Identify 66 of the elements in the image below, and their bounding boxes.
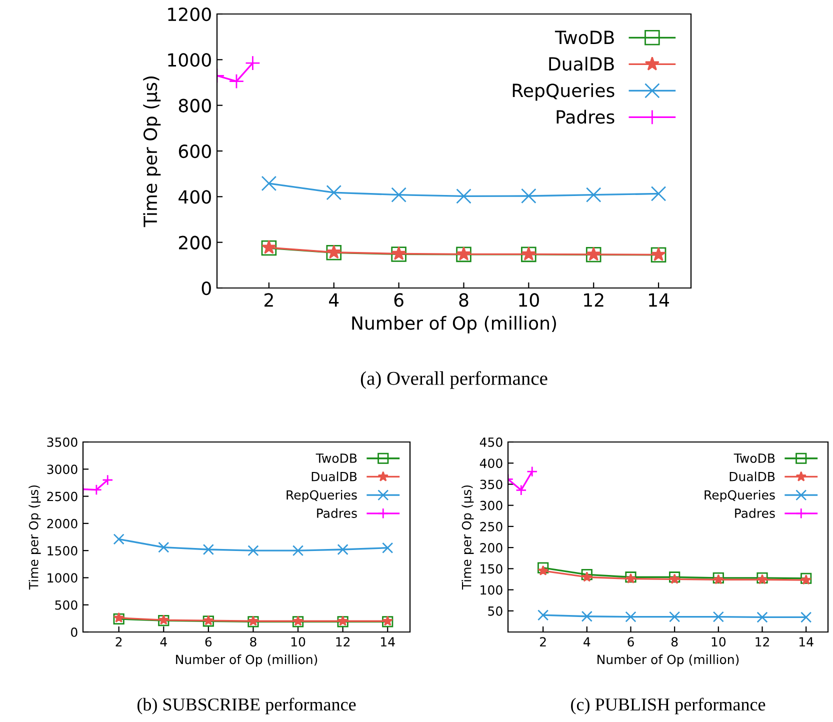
x-axis-title: Number of Op (million) (176, 654, 318, 667)
y-tick-label: 1000 (48, 573, 78, 583)
x-tick-label: 14 (649, 293, 670, 307)
legend-label: DualDB (312, 472, 357, 482)
y-axis-title: Time per Op (µs) (462, 485, 474, 590)
x-tick-label: 4 (584, 637, 590, 646)
legend-label: Padres (317, 508, 357, 518)
legend-label: RepQueries (704, 490, 775, 502)
x-tick-label: 2 (116, 637, 122, 646)
y-tick-label: 2500 (47, 492, 78, 502)
y-tick-label: 1000 (168, 53, 211, 67)
y-tick-label: 400 (178, 190, 211, 204)
y-tick-label: 400 (480, 458, 502, 468)
text: (b) SUBSCRIBE performance (137, 698, 356, 714)
x-tick-label: 6 (205, 637, 212, 647)
y-tick-label: 150 (480, 564, 502, 574)
y-tick-label: 50 (488, 606, 502, 616)
legend-label: TwoDB (554, 30, 614, 44)
legend-label: TwoDB (316, 454, 357, 463)
y-tick-label: 500 (55, 600, 78, 610)
y-axis-title: Time per Op (µs) (143, 76, 161, 228)
y-tick-label: 450 (480, 437, 502, 447)
x-tick-label: 12 (584, 293, 604, 307)
y-axis-title: Time per Op (µs) (28, 485, 41, 590)
y-tick-label: 0 (202, 281, 211, 296)
y-tick-label: 3500 (47, 437, 78, 447)
text: (a) Overall performance (360, 371, 548, 389)
x-tick-label: 6 (628, 637, 634, 647)
x-tick-label: 2 (264, 293, 273, 307)
y-tick-label: 350 (480, 480, 502, 490)
y-tick-label: 200 (480, 543, 502, 552)
y-tick-label: 2000 (47, 518, 78, 528)
x-tick-label: 14 (800, 637, 814, 646)
legend-label: Padres (556, 110, 614, 124)
x-tick-label: 14 (381, 637, 395, 646)
y-tick-label: 300 (480, 500, 502, 510)
y-tick-label: 250 (480, 522, 502, 532)
legend-label: Padres (735, 508, 775, 518)
legend-label: TwoDB (734, 454, 775, 463)
legend-label: RepQueries (286, 490, 357, 502)
x-tick-label: 8 (250, 637, 256, 647)
y-tick-label: 100 (480, 585, 502, 595)
x-tick-label: 8 (459, 293, 468, 307)
x-tick-label: 12 (336, 637, 350, 646)
x-tick-label: 2 (540, 637, 546, 646)
text: (c) PUBLISH performance (571, 698, 766, 714)
y-tick-label: 600 (178, 144, 211, 158)
x-tick-label: 10 (712, 637, 726, 647)
y-tick-label: 1500 (48, 546, 78, 556)
legend-label: DualDB (549, 56, 614, 71)
legend-label: RepQueries (512, 83, 614, 101)
x-tick-label: 4 (329, 293, 339, 307)
y-tick-label: 200 (179, 236, 211, 250)
x-tick-label: 8 (671, 637, 678, 647)
y-tick-label: 800 (178, 98, 211, 112)
legend-label: DualDB (730, 472, 775, 482)
x-tick-label: 10 (291, 637, 306, 647)
y-tick-label: 0 (71, 627, 78, 637)
x-axis-title: Number of Op (million) (598, 654, 739, 667)
y-tick-label: 1200 (168, 7, 211, 22)
x-tick-label: 10 (519, 293, 539, 307)
x-axis-title: Number of Op (million) (352, 316, 556, 334)
x-tick-label: 12 (756, 637, 769, 646)
x-tick-label: 4 (160, 637, 167, 646)
x-tick-label: 6 (394, 293, 404, 307)
y-tick-label: 3000 (47, 464, 78, 474)
